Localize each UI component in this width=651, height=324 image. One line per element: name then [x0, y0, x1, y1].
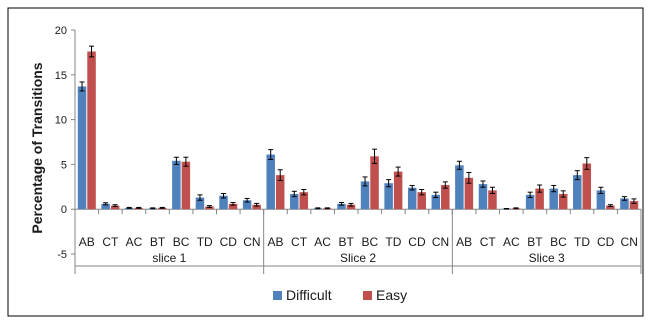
x-tick-label: AB	[79, 235, 95, 249]
bar-easy	[228, 203, 238, 210]
bar-difficult	[455, 165, 464, 210]
x-tick-label: BC	[173, 235, 190, 249]
bar-difficult	[219, 195, 228, 210]
group-label: Slice 2	[340, 251, 376, 265]
bar-easy	[110, 205, 120, 210]
x-tick-label: TD	[385, 235, 401, 249]
x-tick-label: CN	[621, 235, 638, 249]
x-tick-label: AB	[456, 235, 472, 249]
bar-easy	[252, 204, 261, 210]
x-tick-label: BC	[361, 235, 378, 249]
bar-easy	[535, 188, 544, 210]
y-tick-label: 0	[61, 204, 67, 216]
y-tick-label: 20	[55, 25, 67, 37]
bar-difficult	[290, 193, 299, 210]
x-tick-label: CD	[408, 235, 426, 249]
x-tick-label: BT	[339, 235, 355, 249]
x-tick-label: AC	[126, 235, 143, 249]
x-tick-label: CD	[597, 235, 615, 249]
bar-difficult	[407, 187, 417, 210]
bar-difficult	[620, 198, 629, 210]
bar-easy	[464, 177, 474, 210]
bar-difficult	[478, 184, 488, 210]
group-label: Slice 3	[529, 251, 565, 265]
plot-area: -5 0 5 10 15 20 slice 1 Slice 2 Slice 3 AB CT AC BT B…	[55, 25, 642, 274]
bar-easy	[606, 205, 615, 210]
x-tick-label: BT	[527, 235, 543, 249]
bar-easy	[488, 190, 497, 210]
x-tick-label: AC	[314, 235, 331, 249]
bar-difficult	[337, 203, 346, 210]
x-tick-label: CN	[243, 235, 260, 249]
bar-difficult	[525, 194, 535, 210]
bar-easy	[582, 163, 592, 210]
x-tick-label: AC	[503, 235, 520, 249]
bar-difficult	[101, 203, 110, 210]
legend-swatch-easy	[363, 291, 372, 300]
bar-easy	[417, 192, 426, 210]
legend-label-easy: Easy	[376, 287, 407, 303]
x-tick-label: AB	[267, 235, 283, 249]
x-tick-label: CN	[432, 235, 449, 249]
bar-difficult	[77, 86, 87, 210]
x-tick-label: CT	[480, 235, 497, 249]
bar-difficult	[360, 181, 370, 210]
x-tick-label: TD	[197, 235, 213, 249]
bar-easy	[181, 161, 191, 210]
bar-easy	[275, 175, 285, 210]
x-tick-label: CT	[291, 235, 308, 249]
bar-difficult	[172, 160, 181, 210]
bar-difficult	[596, 190, 606, 210]
group-label: slice 1	[152, 251, 186, 265]
bar-difficult	[242, 200, 252, 210]
legend: Difficult Easy	[273, 287, 407, 303]
chart-border	[7, 7, 644, 317]
bar-easy	[346, 204, 356, 210]
bar-difficult	[266, 154, 275, 210]
x-tick-label: BC	[550, 235, 567, 249]
y-tick-label: 10	[55, 115, 67, 127]
y-tick-label: 15	[55, 70, 67, 82]
y-tick-label: -5	[57, 249, 67, 261]
bar-difficult	[195, 197, 205, 210]
bar-easy	[558, 193, 568, 210]
bar-difficult	[549, 188, 558, 210]
x-tick-label: CD	[220, 235, 238, 249]
bar-difficult	[384, 183, 393, 210]
bar-easy	[370, 156, 379, 210]
bar-difficult	[431, 194, 441, 210]
bar-easy	[87, 51, 96, 210]
bar-easy	[393, 171, 403, 210]
y-tick-label: 5	[61, 159, 67, 171]
x-tick-label: CT	[102, 235, 119, 249]
bar-difficult	[573, 175, 582, 210]
bar-easy	[299, 192, 309, 210]
y-axis-label: Percentage of Transitions	[29, 62, 45, 233]
legend-swatch-difficult	[273, 291, 282, 300]
legend-label-difficult: Difficult	[286, 287, 332, 303]
bar-easy	[629, 201, 639, 210]
bar-easy	[441, 185, 450, 210]
x-tick-label: BT	[150, 235, 166, 249]
x-tick-label: TD	[574, 235, 590, 249]
